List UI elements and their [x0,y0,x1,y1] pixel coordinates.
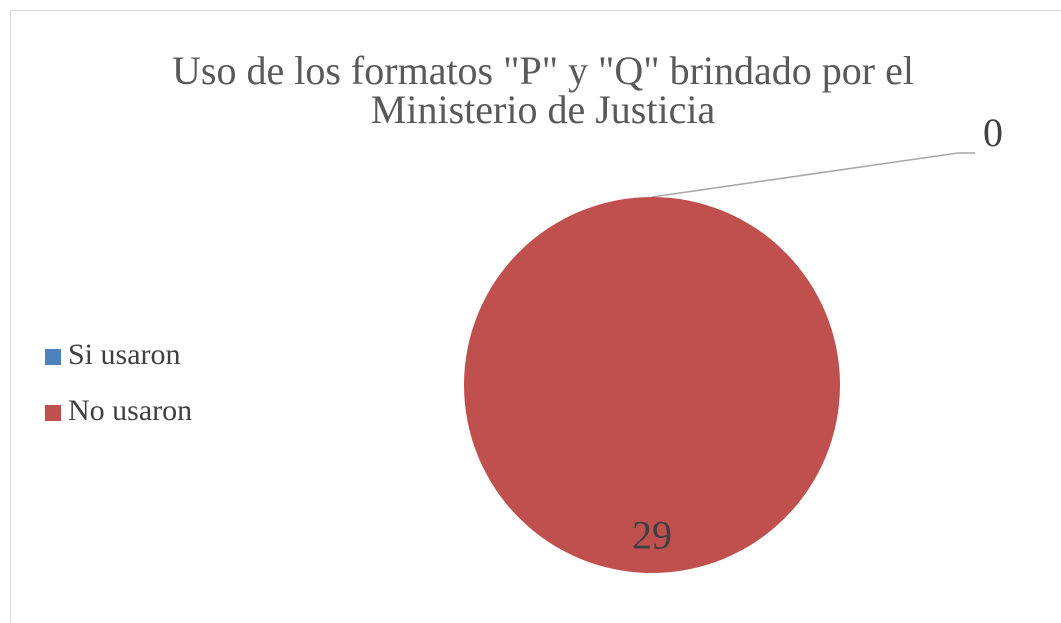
chart-title: Ministerio de Justicia [371,87,716,132]
leader-line [651,152,975,198]
pie-slice [464,197,840,573]
legend-label: Si usaron [68,338,181,371]
chart-title: Uso de los formatos "P" y "Q" brindado p… [172,48,914,93]
data-label: 0 [983,110,1003,155]
data-label: 29 [632,512,672,557]
legend-swatch [45,405,61,421]
legend-label: No usaron [68,394,192,427]
legend-swatch [45,349,61,365]
